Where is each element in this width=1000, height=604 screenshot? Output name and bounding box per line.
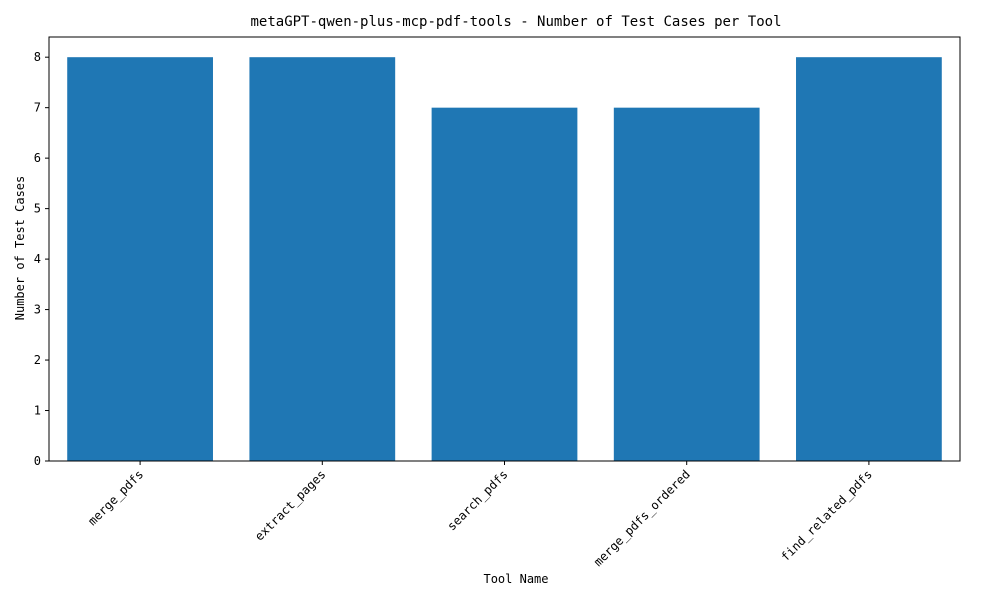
y-tick-label: 3 (34, 303, 41, 317)
bar-merge-pdfs-ordered (613, 107, 760, 462)
y-tick-label: 1 (34, 404, 41, 418)
x-tick-label: merge_pdfs_ordered (591, 467, 693, 569)
x-tick-label: merge_pdfs (85, 467, 146, 528)
bar-search-pdfs (431, 107, 578, 462)
x-tick-label: find_related_pdfs (778, 467, 875, 564)
x-tick-label: extract_pages (252, 467, 328, 543)
y-tick-label: 5 (34, 202, 41, 216)
y-tick-label: 6 (34, 151, 41, 165)
y-tick-label: 7 (34, 101, 41, 115)
y-axis-label: Number of Test Cases (13, 176, 27, 321)
y-tick-label: 4 (34, 252, 41, 266)
y-tick-label: 0 (34, 454, 41, 468)
x-tick-label: search_pdfs (445, 467, 511, 533)
y-tick-label: 8 (34, 50, 41, 64)
plot-area: 0 1 2 3 4 5 6 7 8 merge_pdfs extract_pages search_p… (34, 36, 961, 569)
bar-extract-pages (249, 57, 396, 461)
bar-find-related-pdfs (796, 57, 942, 461)
chart-title: metaGPT-qwen-plus-mcp-pdf-tools - Number… (250, 14, 781, 30)
bar-merge-pdfs (67, 57, 213, 461)
y-tick-label: 2 (34, 353, 41, 367)
x-axis-label: Tool Name (483, 572, 548, 586)
